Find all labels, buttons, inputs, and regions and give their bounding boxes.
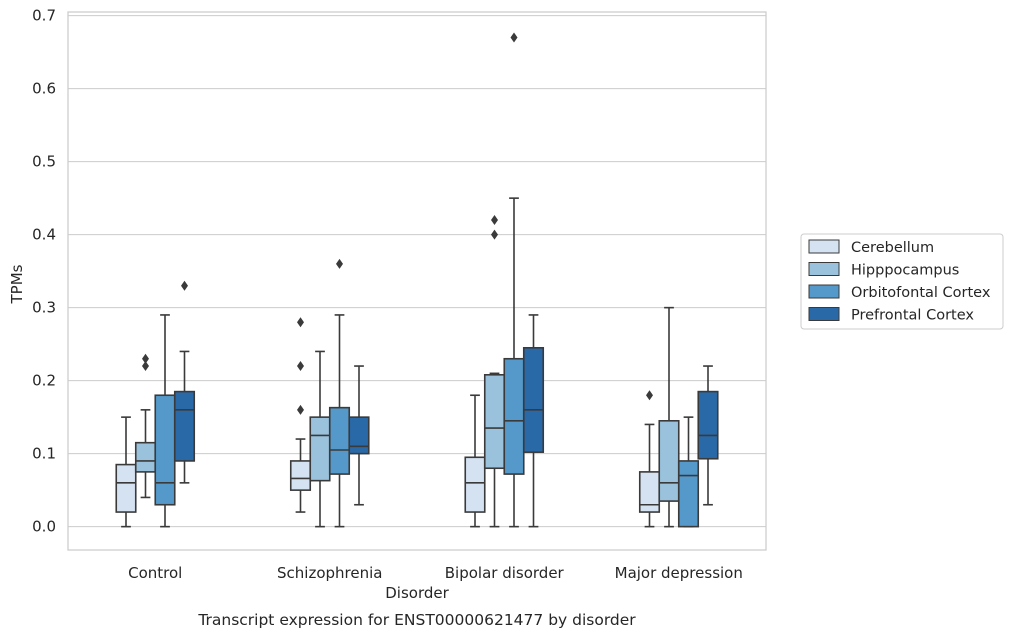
outlier-point	[491, 215, 498, 226]
box-group	[115, 416, 137, 528]
outlier-point	[142, 361, 149, 372]
box-group	[289, 317, 312, 513]
legend-label: Orbitofontal Cortex	[851, 285, 991, 301]
iqr-box	[154, 394, 176, 506]
x-tick-label: Bipolar disorder	[445, 564, 565, 582]
box-group	[503, 32, 525, 528]
legend-swatch	[808, 284, 840, 299]
iqr-box	[522, 346, 545, 453]
outlier-point	[297, 404, 304, 415]
iqr-box	[309, 416, 331, 482]
legend-label: Hipppocampus	[851, 263, 959, 279]
outlier-point	[336, 258, 343, 269]
iqr-box	[658, 419, 680, 502]
box-group	[522, 314, 545, 528]
outlier-point	[510, 32, 518, 43]
iqr-box	[134, 441, 157, 473]
outlier-point	[297, 361, 304, 372]
outlier-point	[181, 280, 188, 291]
y-tick-label: 0.0	[32, 518, 56, 536]
y-tick-label: 0.6	[32, 80, 56, 98]
x-axis-label: Disorder	[385, 584, 449, 602]
y-tick-label: 0.2	[32, 372, 56, 390]
y-tick-labels: 0.0 0.1 0.2 0.3 0.4 0.5 0.6 0.7	[32, 7, 56, 536]
iqr-box	[464, 456, 486, 513]
figure-caption: Transcript expression for ENST0000062147…	[197, 611, 636, 629]
outlier-point	[142, 353, 149, 364]
iqr-box	[348, 416, 370, 455]
box-group	[154, 314, 176, 528]
legend-swatch	[808, 262, 840, 276]
y-tick-label: 0.5	[32, 153, 56, 171]
legend-swatch	[808, 307, 840, 321]
box-group	[658, 306, 680, 528]
plot-frame	[67, 11, 767, 551]
box-group	[134, 353, 157, 499]
box-group	[483, 215, 506, 528]
box-group	[348, 365, 370, 506]
x-tick-label: Control	[128, 564, 182, 582]
legend-label: Cerebellum	[851, 240, 934, 256]
iqr-box	[638, 471, 661, 513]
iqr-box	[483, 374, 506, 470]
box-group	[464, 394, 486, 528]
iqr-box	[328, 406, 351, 475]
box-group	[697, 365, 719, 506]
y-tick-label: 0.1	[32, 445, 56, 463]
y-tick-label: 0.7	[32, 7, 56, 25]
legend: Cerebellum Hipppocampus Orbitofontal Corte…	[800, 233, 1004, 330]
outlier-point	[491, 229, 498, 240]
iqr-box	[677, 460, 700, 528]
y-tick-label: 0.4	[32, 226, 56, 244]
legend-frame	[800, 233, 1004, 330]
x-tick-label: Major depression	[615, 564, 743, 582]
iqr-box	[115, 463, 137, 513]
box-group	[309, 350, 331, 528]
iqr-box	[697, 390, 719, 460]
box-group	[173, 280, 196, 484]
box-groups	[115, 32, 719, 528]
outlier-point	[297, 317, 304, 328]
y-tick-label: 0.3	[32, 299, 56, 317]
legend-swatch	[808, 239, 840, 254]
iqr-box	[503, 357, 525, 475]
legend-label: Prefrontal Cortex	[851, 308, 974, 324]
outlier-point	[646, 390, 653, 401]
iqr-box	[289, 460, 312, 491]
box-group	[328, 258, 351, 528]
box-group	[638, 390, 661, 528]
iqr-box	[173, 390, 196, 462]
x-tick-label: Schizophrenia	[277, 564, 382, 582]
y-axis-label: TPMs	[8, 264, 26, 304]
x-tick-labels: Control Schizophrenia Bipolar disorder Majo…	[128, 564, 743, 582]
box-group	[677, 416, 700, 528]
